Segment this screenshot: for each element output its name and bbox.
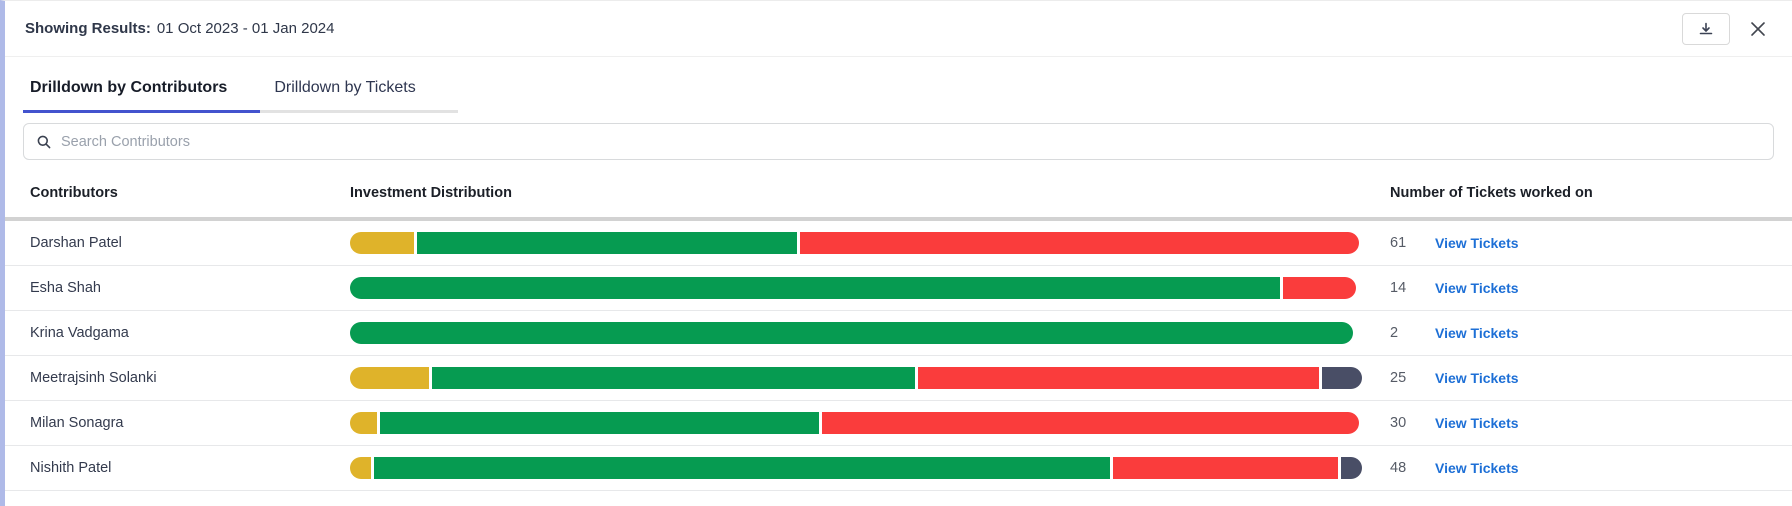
bar-segment-yellow <box>350 457 372 479</box>
bar-segment-green <box>380 412 820 434</box>
showing-results-label: Showing Results: <box>25 20 151 37</box>
download-icon <box>1698 21 1714 37</box>
header-actions <box>1682 12 1770 45</box>
view-tickets-link[interactable]: View Tickets <box>1435 370 1519 386</box>
contributor-name: Darshan Patel <box>30 235 122 251</box>
close-icon <box>1748 19 1768 39</box>
table-row: Krina Vadgama 2 View Tickets <box>5 311 1792 356</box>
showing-results-text: Showing Results: 01 Oct 2023 - 01 Jan 202… <box>25 20 334 37</box>
bar-segment-red <box>1113 457 1338 479</box>
contributor-name: Meetrajsinh Solanki <box>30 370 157 386</box>
table-row: Darshan Patel 61 View Tickets <box>5 221 1792 266</box>
table-row: Nishith Patel 48 View Tickets <box>5 446 1792 491</box>
tickets-count: 25 <box>1390 370 1407 386</box>
bar-segment-green <box>374 457 1111 479</box>
column-header-tickets-worked-on: Number of Tickets worked on <box>1390 185 1593 201</box>
bar-segment-green <box>417 232 798 254</box>
investment-distribution-bar <box>350 277 1356 299</box>
search-icon <box>36 134 52 150</box>
table-row: Esha Shah 14 View Tickets <box>5 266 1792 311</box>
table-row: Meetrajsinh Solanki 25 View Tickets <box>5 356 1792 401</box>
bar-segment-dark <box>1340 457 1362 479</box>
bar-segment-red <box>822 412 1359 434</box>
bar-segment-yellow <box>350 232 415 254</box>
view-tickets-link[interactable]: View Tickets <box>1435 415 1519 431</box>
tickets-count: 2 <box>1390 325 1399 341</box>
panel-header: Showing Results: 01 Oct 2023 - 01 Jan 202… <box>5 1 1792 57</box>
contributor-name: Krina Vadgama <box>30 325 129 341</box>
bar-segment-dark <box>1321 367 1362 389</box>
tab-drilldown-by-contributors[interactable]: Drilldown by Contributors <box>23 71 261 113</box>
download-button[interactable] <box>1682 12 1730 45</box>
contributor-name: Esha Shah <box>30 280 101 296</box>
bar-segment-yellow <box>350 367 430 389</box>
bar-segment-red <box>917 367 1319 389</box>
tab-bar: Drilldown by Contributors Drilldown by T… <box>5 57 1792 113</box>
bar-segment-green <box>350 277 1280 299</box>
view-tickets-link[interactable]: View Tickets <box>1435 325 1519 341</box>
search-input[interactable] <box>61 133 1761 150</box>
tickets-count: 61 <box>1390 235 1407 251</box>
contributor-name: Milan Sonagra <box>30 415 124 431</box>
investment-distribution-bar <box>350 367 1362 389</box>
search-bar <box>23 123 1774 160</box>
table-column-headers: Contributors Investment Distribution Num… <box>5 160 1792 217</box>
investment-distribution-bar <box>350 322 1353 344</box>
bar-segment-yellow <box>350 412 378 434</box>
bar-segment-green <box>432 367 915 389</box>
column-header-contributors: Contributors <box>30 185 118 201</box>
table-row: Milan Sonagra 30 View Tickets <box>5 401 1792 446</box>
tickets-count: 48 <box>1390 460 1407 476</box>
investment-distribution-bar <box>350 232 1359 254</box>
tickets-count: 30 <box>1390 415 1407 431</box>
close-button[interactable] <box>1746 17 1770 41</box>
tab-drilldown-by-tickets[interactable]: Drilldown by Tickets <box>260 71 458 113</box>
view-tickets-link[interactable]: View Tickets <box>1435 280 1519 296</box>
investment-distribution-bar <box>350 412 1359 434</box>
column-header-investment-distribution: Investment Distribution <box>350 185 512 201</box>
investment-distribution-bar <box>350 457 1362 479</box>
contributors-table: Darshan Patel 61 View Tickets Esha Shah … <box>5 217 1792 491</box>
showing-results-value: 01 Oct 2023 - 01 Jan 2024 <box>156 20 335 37</box>
bar-segment-green <box>350 322 1353 344</box>
view-tickets-link[interactable]: View Tickets <box>1435 460 1519 476</box>
bar-segment-red <box>1282 277 1356 299</box>
tickets-count: 14 <box>1390 280 1407 296</box>
view-tickets-link[interactable]: View Tickets <box>1435 235 1519 251</box>
contributor-name: Nishith Patel <box>30 460 112 476</box>
bar-segment-red <box>800 232 1359 254</box>
